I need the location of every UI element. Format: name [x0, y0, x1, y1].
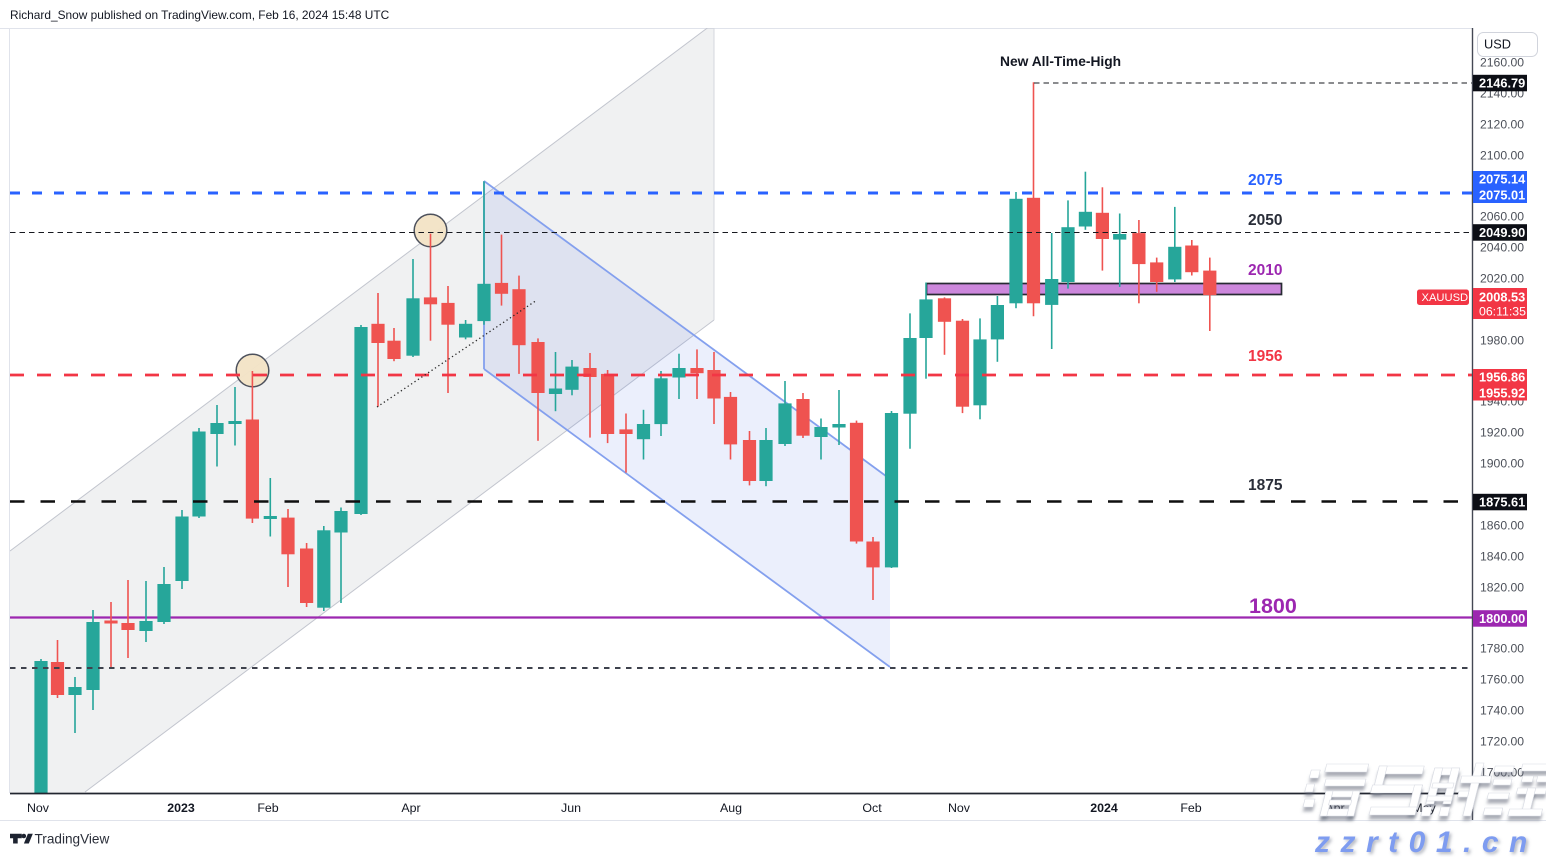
svg-text:2049.90: 2049.90	[1479, 225, 1525, 240]
svg-text:1840.00: 1840.00	[1480, 550, 1524, 564]
svg-text:2075.14: 2075.14	[1479, 172, 1526, 187]
svg-text:USD: USD	[1484, 37, 1511, 52]
svg-text:1820.00: 1820.00	[1480, 581, 1524, 595]
svg-text:1760.00: 1760.00	[1480, 673, 1524, 687]
svg-text:2024: 2024	[1090, 801, 1118, 815]
svg-text:Feb: Feb	[257, 801, 278, 815]
svg-text:1875.61: 1875.61	[1479, 495, 1525, 510]
svg-text:2008.53: 2008.53	[1479, 290, 1525, 305]
svg-text:2050: 2050	[1248, 212, 1282, 229]
svg-text:1875: 1875	[1248, 477, 1283, 494]
svg-text:1955.92: 1955.92	[1479, 386, 1525, 401]
svg-text:1980.00: 1980.00	[1480, 334, 1524, 348]
svg-text:2010: 2010	[1248, 262, 1282, 279]
svg-text:2060.00: 2060.00	[1480, 210, 1524, 224]
svg-text:2020.00: 2020.00	[1480, 272, 1524, 286]
svg-text:2075: 2075	[1248, 172, 1283, 189]
svg-text:1780.00: 1780.00	[1480, 642, 1524, 656]
svg-text:2040.00: 2040.00	[1480, 241, 1524, 255]
svg-text:2075.01: 2075.01	[1479, 188, 1525, 203]
svg-text:2100.00: 2100.00	[1480, 149, 1524, 163]
svg-text:Jun: Jun	[561, 801, 581, 815]
svg-text:2160.00: 2160.00	[1480, 56, 1524, 70]
svg-text:2120.00: 2120.00	[1480, 118, 1524, 132]
svg-text:Apr: Apr	[401, 801, 420, 815]
svg-text:1956.86: 1956.86	[1479, 370, 1525, 385]
svg-text:1740.00: 1740.00	[1480, 704, 1524, 718]
svg-text:zzrt01.cn: zzrt01.cn	[1314, 826, 1538, 857]
svg-text:Oct: Oct	[862, 801, 882, 815]
svg-text:06:11:35: 06:11:35	[1479, 305, 1526, 319]
svg-text:1720.00: 1720.00	[1480, 735, 1524, 749]
svg-text:1920.00: 1920.00	[1480, 426, 1524, 440]
svg-text:Feb: Feb	[1180, 801, 1201, 815]
svg-text:1900.00: 1900.00	[1480, 457, 1524, 471]
svg-text:zzrt01.cn: zzrt01.cn	[1316, 828, 1540, 857]
svg-text:New All-Time-High: New All-Time-High	[1000, 54, 1121, 69]
svg-text:2146.79: 2146.79	[1479, 76, 1525, 91]
svg-text:1860.00: 1860.00	[1480, 519, 1524, 533]
svg-text:2023: 2023	[167, 801, 195, 815]
svg-text:XAUUSD: XAUUSD	[1422, 292, 1469, 304]
svg-text:TradingView: TradingView	[35, 832, 110, 847]
svg-text:Richard_Snow published on Trad: Richard_Snow published on TradingView.co…	[10, 8, 390, 22]
svg-text:Nov: Nov	[948, 801, 971, 815]
svg-text:1956: 1956	[1248, 348, 1283, 365]
svg-text:Aug: Aug	[720, 801, 742, 815]
svg-text:Nov: Nov	[27, 801, 50, 815]
svg-text:1800.00: 1800.00	[1479, 611, 1525, 626]
svg-text:1800: 1800	[1249, 594, 1297, 618]
